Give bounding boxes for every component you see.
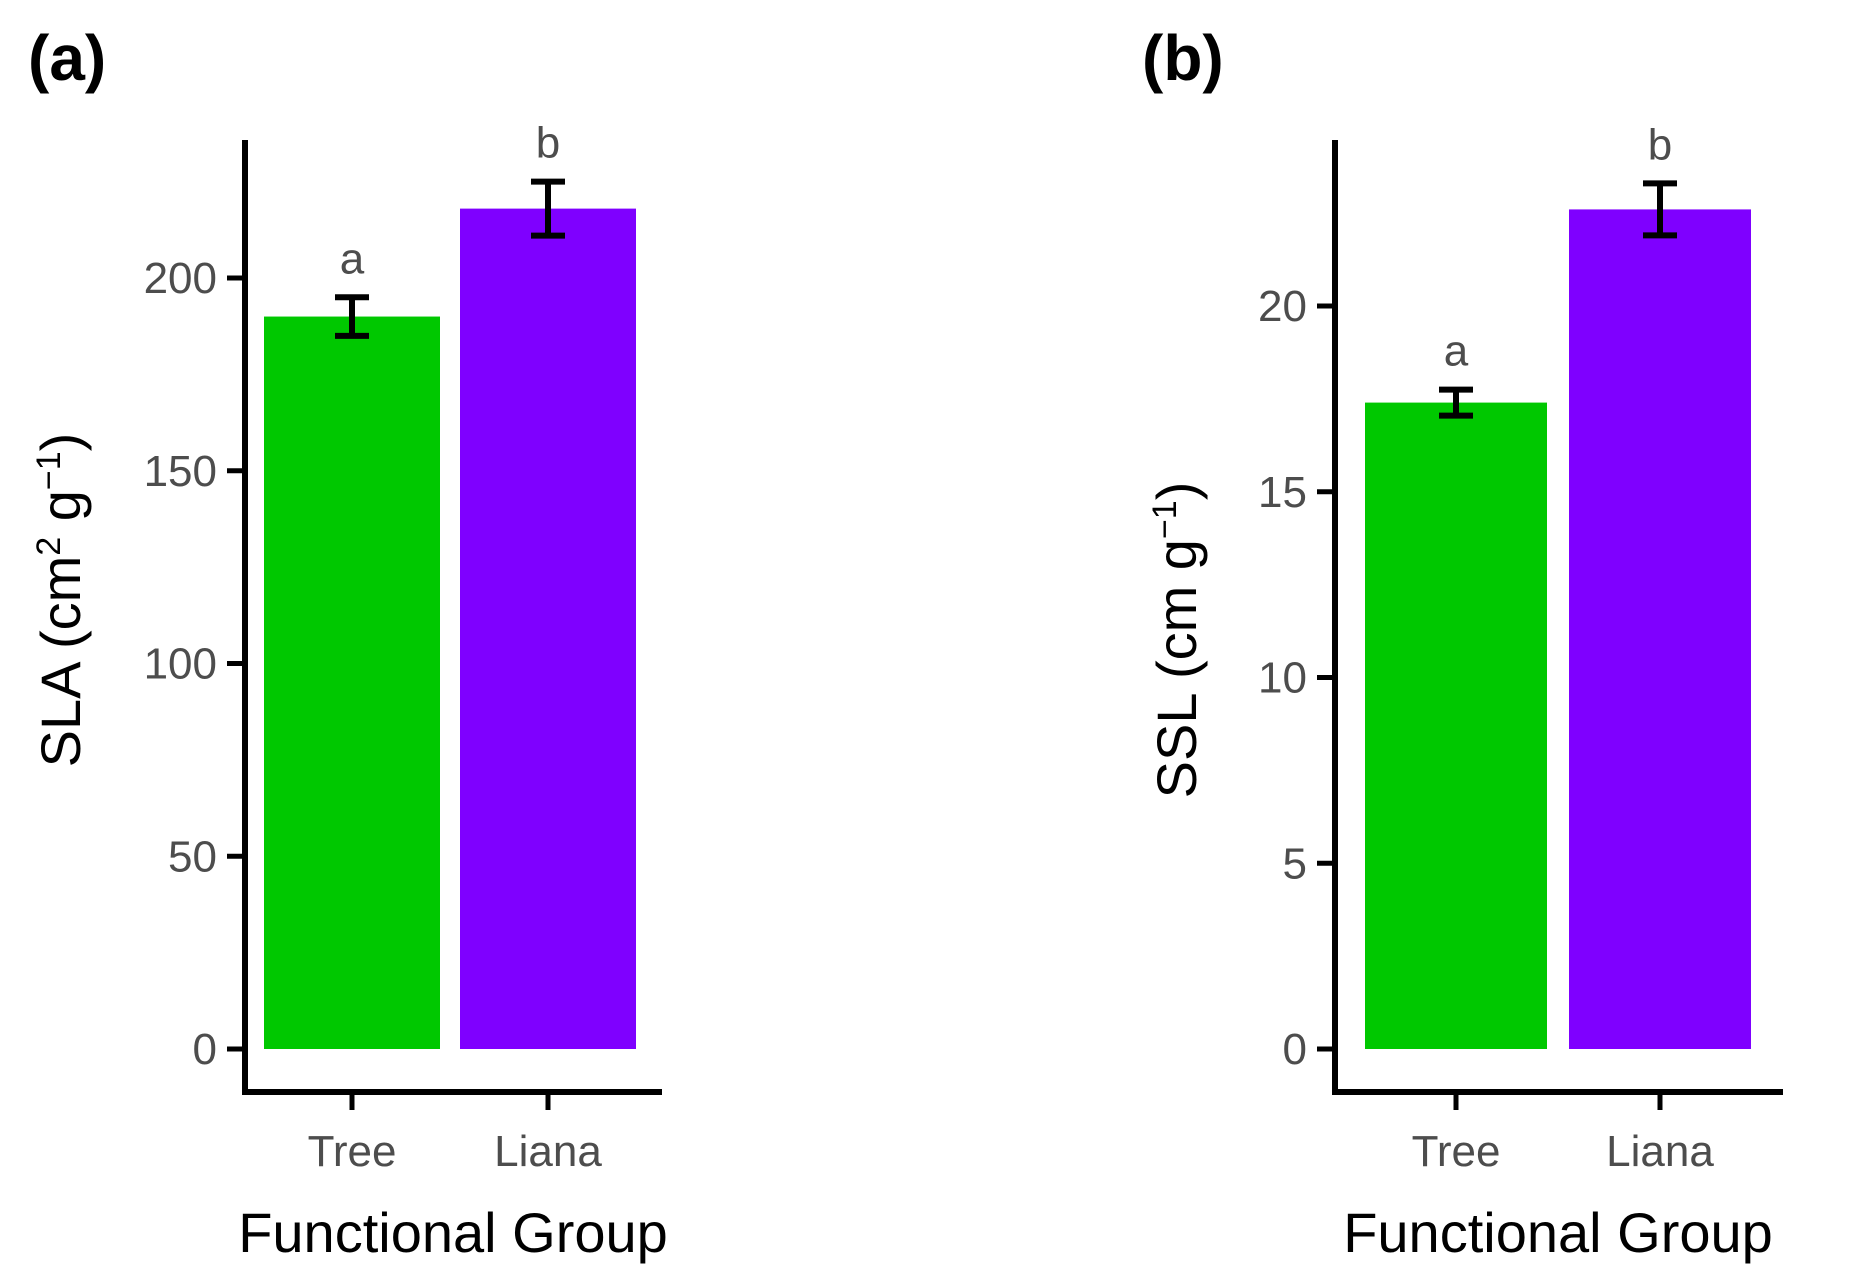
y-tick-label-b-20: 20 — [1258, 282, 1307, 331]
x-tick-label-a-tree: Tree — [308, 1127, 397, 1176]
error-bar-a-tree — [335, 294, 369, 339]
panel-a-label: (a) — [28, 22, 106, 94]
bar-b-liana — [1569, 209, 1751, 1049]
y-axis-title-a-sup2: −1 — [30, 451, 68, 490]
x-tick-label-b-liana: Liana — [1606, 1127, 1714, 1176]
panel-b: (b) a b 0 5 10 15 20 — [1142, 22, 1783, 1264]
bar-a-liana — [460, 208, 636, 1050]
error-bar-a-liana — [531, 178, 565, 239]
y-tick-label-a-200: 200 — [144, 254, 217, 303]
panel-b-y-ticks: 0 5 10 15 20 — [1258, 282, 1335, 1074]
y-tick-label-b-10: 10 — [1258, 654, 1307, 703]
x-tick-label-a-liana: Liana — [494, 1127, 602, 1176]
panel-b-bars — [1365, 209, 1751, 1050]
y-tick-label-a-0: 0 — [193, 1025, 217, 1074]
y-tick-label-a-50: 50 — [168, 832, 217, 881]
y-axis-title-a-mid: g — [29, 490, 92, 537]
panel-b-x-ticks: Tree Liana — [1412, 1092, 1714, 1176]
bar-a-tree — [264, 316, 440, 1049]
error-bar-b-liana — [1643, 180, 1677, 239]
y-axis-title-b-base: SSL (cm g — [1145, 539, 1208, 798]
panel-a-x-ticks: Tree Liana — [308, 1092, 602, 1176]
y-axis-title-a-base: SLA (cm — [29, 556, 92, 768]
y-tick-label-b-15: 15 — [1258, 468, 1307, 517]
sig-label-a-liana: b — [536, 119, 560, 168]
x-axis-title-b: Functional Group — [1343, 1201, 1773, 1264]
y-tick-label-a-150: 150 — [144, 447, 217, 496]
bar-b-tree — [1365, 402, 1547, 1050]
x-tick-label-b-tree: Tree — [1412, 1127, 1501, 1176]
panel-b-label: (b) — [1142, 22, 1224, 94]
y-axis-title-a: SLA (cm2 g−1) — [29, 433, 92, 768]
sig-label-b-liana: b — [1648, 120, 1672, 169]
y-axis-title-a-sup1: 2 — [30, 537, 68, 556]
y-axis-title-b: SSL (cm g−1) — [1145, 482, 1208, 799]
y-tick-label-b-5: 5 — [1283, 839, 1307, 888]
x-axis-title-a: Functional Group — [238, 1201, 668, 1264]
panel-b-significance: a b — [1444, 120, 1672, 375]
panel-a-error-bars — [335, 178, 565, 339]
panel-a-significance: a b — [340, 119, 560, 284]
sig-label-b-tree: a — [1444, 327, 1469, 376]
sig-label-a-tree: a — [340, 234, 365, 283]
panel-a: (a) a b 0 50 100 150 200 — [28, 22, 668, 1264]
y-tick-label-b-0: 0 — [1283, 1025, 1307, 1074]
panel-a-bars — [264, 208, 636, 1050]
error-bar-b-tree — [1439, 386, 1473, 419]
panel-b-error-bars — [1439, 180, 1677, 419]
y-tick-label-a-100: 100 — [144, 640, 217, 689]
panel-a-y-ticks: 0 50 100 150 200 — [144, 254, 245, 1074]
y-axis-title-b-end: ) — [1145, 482, 1208, 501]
y-axis-title-b-sup: −1 — [1146, 500, 1184, 539]
y-axis-title-a-end: ) — [29, 433, 92, 452]
